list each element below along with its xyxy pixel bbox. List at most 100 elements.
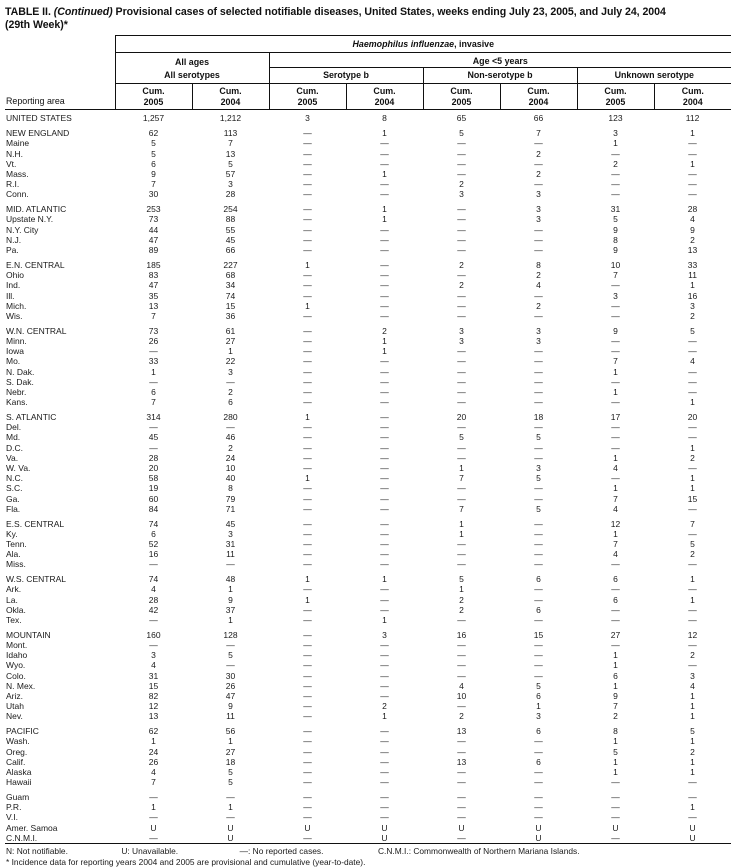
value-cell: 26 (148, 335, 159, 346)
value-cell: 1 (613, 756, 618, 767)
value-cell: 7 (459, 503, 464, 514)
value-cell: — (380, 777, 389, 788)
value-cell: 7 (228, 138, 233, 149)
reporting-area-cell: MID. ATLANTIC (6, 204, 67, 215)
value-cell: — (457, 549, 466, 560)
value-cell: — (688, 584, 697, 595)
value-cell: — (457, 366, 466, 377)
footnote-legend: N: Not notifiable. U: Unavailable. —: No… (6, 846, 731, 857)
value-cell: — (457, 483, 466, 494)
value-cell: — (457, 559, 466, 570)
value-cell: 4 (151, 584, 156, 595)
table-row: Pa. 89 66 — — — — 9 13 (5, 245, 731, 255)
value-cell: 1 (228, 802, 233, 813)
value-cell: 17 (610, 411, 621, 422)
value-cell: 1 (228, 584, 233, 595)
value-cell: — (303, 234, 312, 245)
value-cell: 68 (225, 270, 236, 281)
value-cell: — (380, 189, 389, 200)
value-cell: — (534, 650, 543, 661)
value-cell: — (611, 346, 620, 357)
table-row: Va. 28 24 — — — — 1 2 (5, 453, 731, 463)
value-cell: 1 (690, 473, 695, 484)
value-cell: — (380, 366, 389, 377)
value-cell: — (611, 179, 620, 190)
value-cell: 15 (687, 493, 698, 504)
reporting-area-cell: MOUNTAIN (6, 629, 51, 640)
reporting-area-cell: W. Va. (6, 462, 31, 473)
value-cell: 9 (613, 245, 618, 256)
value-cell: 12 (610, 518, 621, 529)
value-cell: 65 (456, 113, 467, 124)
value-cell: U (535, 822, 542, 833)
value-cell: — (611, 397, 620, 408)
value-cell: 3 (459, 335, 464, 346)
value-cell: — (380, 604, 389, 615)
table-row: Ind. 47 34 — — 2 4 — 1 (5, 280, 731, 290)
reporting-area-cell: N.Y. City (6, 224, 39, 235)
reporting-area-cell: N. Mex. (6, 680, 36, 691)
value-cell: — (380, 594, 389, 605)
value-cell: 4 (459, 680, 464, 691)
value-cell: — (380, 726, 389, 737)
disease-name-rest: , invasive (454, 39, 495, 50)
value-cell: — (380, 259, 389, 270)
value-cell: 1 (382, 346, 387, 357)
value-cell: — (380, 356, 389, 367)
value-cell: 8 (613, 726, 618, 737)
value-cell: 2 (690, 234, 695, 245)
value-cell: 8 (536, 259, 541, 270)
table-row: S.C. 19 8 — — — — 1 1 (5, 483, 731, 493)
value-cell: — (534, 310, 543, 321)
title-text: Provisional cases of selected notifiable… (115, 6, 666, 18)
table-row: P.R. 1 1 — — — — — 1 (5, 802, 731, 812)
value-cell: 6 (151, 158, 156, 169)
value-cell: 3 (536, 204, 541, 215)
value-cell: 4 (690, 356, 695, 367)
value-cell: — (688, 614, 697, 625)
reporting-area-cell: E.N. CENTRAL (6, 259, 65, 270)
value-cell: 1 (382, 128, 387, 139)
reporting-area-cell: Guam (6, 792, 30, 802)
value-cell: 13 (687, 245, 698, 256)
value-cell: 1 (613, 386, 618, 397)
reporting-area-cell: Hawaii (6, 777, 32, 788)
footnotes: N: Not notifiable. U: Unavailable. —: No… (5, 844, 731, 868)
value-cell: 34 (225, 280, 236, 291)
value-cell: — (688, 189, 697, 200)
value-cell: — (149, 442, 158, 453)
value-cell: — (380, 650, 389, 661)
reporting-area-cell: S. ATLANTIC (6, 411, 57, 422)
value-cell: — (303, 189, 312, 200)
table-row: Ky. 6 3 — — 1 — 1 — (5, 529, 731, 539)
table-row: La. 28 9 1 — 2 — 6 1 (5, 595, 731, 605)
value-cell: 5 (690, 538, 695, 549)
col-group-all-ages: All ages (174, 56, 210, 67)
value-cell: 280 (223, 411, 238, 422)
value-cell: 314 (146, 411, 161, 422)
value-cell: 3 (536, 462, 541, 473)
value-cell: — (457, 169, 466, 180)
value-cell: — (149, 376, 158, 387)
value-cell: — (457, 802, 466, 813)
value-cell: 13 (225, 148, 236, 159)
value-cell: 7 (690, 518, 695, 529)
value-cell: — (303, 310, 312, 321)
value-cell: 6 (536, 726, 541, 737)
reporting-area-cell: Tex. (6, 614, 22, 625)
value-cell: — (457, 234, 466, 245)
value-cell: — (380, 473, 389, 484)
reporting-area-cell: Wyo. (6, 660, 26, 671)
value-cell: — (303, 397, 312, 408)
value-cell: — (303, 503, 312, 514)
value-cell: 1 (305, 574, 310, 585)
value-cell: — (303, 584, 312, 595)
value-cell: U (150, 822, 157, 833)
value-cell: 3 (536, 335, 541, 346)
table-row: Conn. 30 28 — — 3 3 — — (5, 189, 731, 199)
value-cell: 3 (459, 189, 464, 200)
value-cell: 18 (225, 756, 236, 767)
value-cell: 123 (608, 113, 623, 124)
value-cell: — (303, 777, 312, 788)
table-row: N. Dak. 1 3 — — — — 1 — (5, 367, 731, 377)
